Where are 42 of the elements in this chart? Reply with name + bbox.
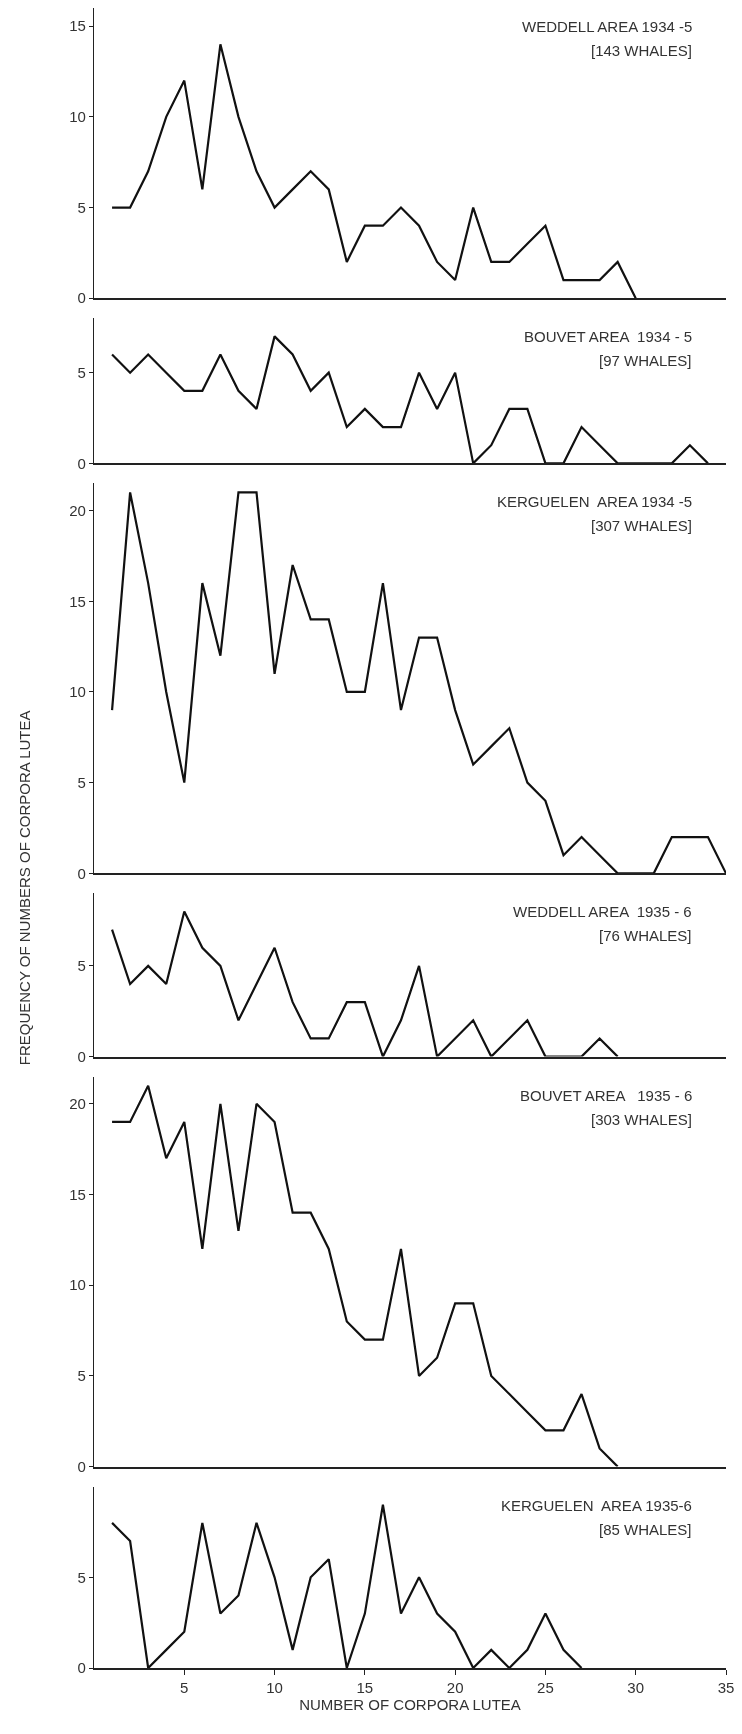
y-tick-label: 5	[77, 198, 86, 216]
x-tick-label: 25	[537, 1678, 554, 1696]
x-tick-label: 35	[717, 1678, 735, 1696]
y-tick-label: 10	[69, 108, 86, 126]
y-tick-label: 5	[77, 773, 86, 791]
text: [85 WHALES]	[599, 1521, 692, 1538]
text: [76 WHALES]	[599, 927, 692, 944]
y-tick-label: 0	[77, 454, 86, 472]
y-tick-label: 15	[69, 17, 86, 35]
text: [303 WHALES]	[591, 1111, 692, 1128]
x-tick-label: 15	[356, 1678, 374, 1696]
y-tick-label: 10	[69, 1276, 86, 1294]
x-tick-label: 10	[266, 1678, 283, 1696]
y-tick-label: 15	[69, 1185, 86, 1203]
x-tick-label: 30	[627, 1678, 645, 1696]
y-tick-label: 5	[77, 957, 86, 975]
y-tick-label: 5	[77, 1367, 86, 1385]
y-tick-label: 5	[77, 1568, 86, 1586]
x-axis-title: NUMBER OF CORPORA LUTEA	[299, 1695, 521, 1713]
text: BOUVET AREA 1934 - 5	[524, 328, 693, 345]
y-tick-label: 15	[69, 592, 86, 610]
text: KERGUELEN AREA 1935-6	[501, 1497, 692, 1514]
y-tick-label: 10	[69, 683, 86, 701]
x-tick-label: 5	[180, 1678, 189, 1696]
text: KERGUELEN AREA 1934 -5	[497, 493, 693, 510]
line-series	[110, 491, 726, 874]
text: BOUVET AREA 1935 - 6	[520, 1087, 693, 1104]
text: [97 WHALES]	[599, 352, 692, 369]
y-tick-label: 0	[77, 1047, 86, 1065]
y-tick-label: 0	[77, 1659, 86, 1677]
y-tick-label: 0	[77, 1457, 86, 1475]
y-tick-label: 5	[77, 363, 86, 381]
text: WEDDELL AREA 1934 -5	[522, 18, 693, 35]
x-tick-label: 20	[446, 1678, 464, 1696]
y-tick-label: 20	[69, 501, 86, 519]
text: [143 WHALES]	[591, 42, 692, 59]
text: [307 WHALES]	[591, 517, 692, 534]
text: WEDDELL AREA 1935 - 6	[513, 903, 692, 920]
y-tick-label: 0	[77, 864, 86, 882]
y-tick-label: 0	[77, 289, 86, 307]
y-tick-label: 20	[69, 1095, 86, 1113]
y-axis-title: FREQUENCY OF NUMBERS OF CORPORA LUTEA	[15, 710, 33, 1066]
